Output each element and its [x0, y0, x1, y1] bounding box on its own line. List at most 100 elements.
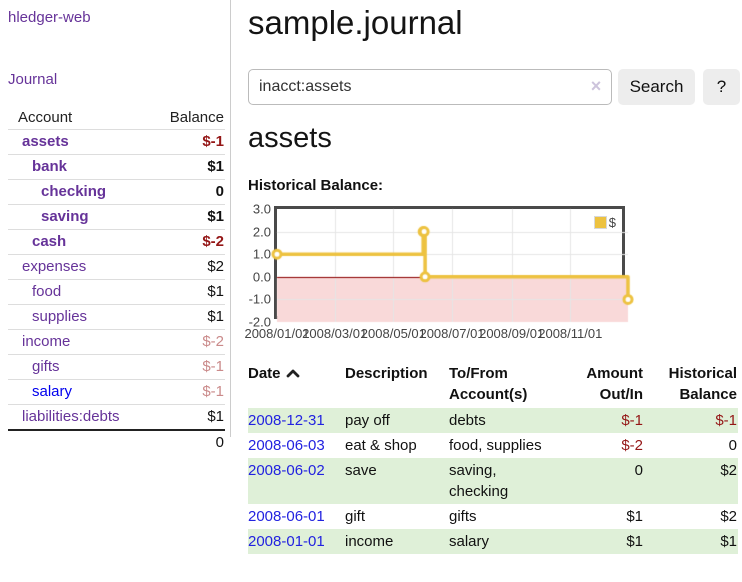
- balance-column-header: Historical Balance: [668, 365, 737, 403]
- transaction-accounts: saving, checking: [449, 462, 509, 500]
- account-link-cash[interactable]: cash: [32, 233, 67, 250]
- account-row: income $-2: [8, 329, 225, 355]
- register-row: 2008-06-03 eat & shop food, supplies $-2…: [248, 433, 738, 458]
- x-axis-tick-label: 2008/03/01: [302, 326, 368, 341]
- search-button[interactable]: Search: [618, 69, 695, 105]
- y-axis-tick-label: -1.0: [248, 291, 271, 307]
- main-content: sample.journal × Search ? assets Histori…: [244, 0, 742, 582]
- y-axis-tick-label: 1.0: [252, 246, 271, 262]
- account-row: food $1: [8, 279, 225, 305]
- account-balance: $1: [144, 279, 225, 305]
- account-row: assets $-1: [8, 129, 225, 155]
- accounts-balance-table: Account Balance assets $-1 bank $1 checkin…: [8, 107, 225, 455]
- transaction-description: save: [345, 462, 377, 479]
- help-button[interactable]: ?: [703, 69, 740, 105]
- x-axis-tick-label: 2008/11/01: [538, 326, 603, 341]
- account-link-saving[interactable]: saving: [41, 208, 89, 225]
- account-row: gifts $-1: [8, 354, 225, 380]
- account-link-expenses[interactable]: expenses: [22, 258, 87, 275]
- transaction-date-link[interactable]: 2008-12-31: [248, 412, 325, 429]
- account-link-income[interactable]: income: [22, 333, 71, 350]
- x-axis-tick-label: 2008/01/01: [244, 326, 310, 341]
- account-row: expenses $2: [8, 254, 225, 280]
- transaction-amount: $1: [626, 508, 643, 525]
- date-column-header[interactable]: Date: [248, 362, 345, 408]
- chart-legend: $: [592, 215, 617, 230]
- transaction-amount: $-2: [621, 437, 643, 454]
- y-axis-tick-label: 2.0: [252, 224, 271, 240]
- account-balance: 0: [144, 179, 225, 205]
- transaction-accounts: gifts: [449, 508, 477, 525]
- register-row: 2008-06-01 gift gifts $1 $2: [248, 504, 738, 529]
- transaction-date-link[interactable]: 2008-06-02: [248, 462, 325, 479]
- account-row: cash $-2: [8, 229, 225, 255]
- register-row: 2008-12-31 pay off debts $-1 $-1: [248, 408, 738, 433]
- account-row: salary $-1: [8, 379, 225, 405]
- transaction-date-link[interactable]: 2008-06-03: [248, 437, 325, 454]
- balance-column-header: Balance: [169, 109, 224, 126]
- transaction-balance: 0: [728, 437, 737, 454]
- account-link-bank[interactable]: bank: [32, 158, 68, 175]
- account-balance: $-1: [144, 379, 225, 405]
- accounts-column-header: To/From Account(s): [449, 365, 528, 403]
- transaction-balance: $2: [720, 508, 737, 525]
- transaction-accounts: debts: [449, 412, 486, 429]
- account-link-checking[interactable]: checking: [41, 183, 107, 200]
- account-balance: $-2: [144, 229, 225, 255]
- account-link-assets[interactable]: assets: [22, 133, 69, 150]
- account-balance: $1: [144, 304, 225, 330]
- account-link-supplies[interactable]: supplies: [32, 308, 88, 325]
- sort-ascending-icon: [286, 369, 299, 378]
- transaction-date-link[interactable]: 2008-06-01: [248, 508, 325, 525]
- clear-search-icon[interactable]: ×: [590, 76, 602, 96]
- search-input[interactable]: [248, 69, 612, 105]
- account-row: liabilities:debts $1: [8, 404, 225, 430]
- account-row: supplies $1: [8, 304, 225, 330]
- balance-chart-canvas: [271, 203, 634, 328]
- transaction-description: gift: [345, 508, 366, 525]
- description-column-header: Description: [345, 365, 428, 382]
- account-balance: $-2: [144, 329, 225, 355]
- x-axis-tick-label: 2008/09/01: [479, 326, 545, 341]
- transaction-description: pay off: [345, 412, 390, 429]
- accounts-total-balance: 0: [144, 429, 225, 455]
- x-axis-tick-label: 2008/05/01: [360, 326, 426, 341]
- account-balance: $1: [144, 154, 225, 180]
- account-row: saving $1: [8, 204, 225, 230]
- account-link-food[interactable]: food: [32, 283, 62, 300]
- account-row: checking 0: [8, 179, 225, 205]
- transaction-balance: $2: [720, 462, 737, 479]
- page-title: sample.journal: [248, 4, 463, 41]
- account-column-header: Account: [18, 109, 73, 126]
- account-link-liabilities-debts[interactable]: liabilities:debts: [22, 408, 120, 425]
- register-table: Date Description To/From Account(s) Amou…: [248, 362, 738, 554]
- sidebar: hledger-web Journal Account Balance asse…: [0, 0, 231, 455]
- chart-title: Historical Balance:: [248, 177, 384, 194]
- register-row: 2008-06-02 save saving, checking 0 $2: [248, 458, 738, 504]
- account-link-salary[interactable]: salary: [32, 383, 73, 400]
- y-axis-tick-label: 0.0: [252, 269, 271, 285]
- x-axis-tick-label: 2008/07/01: [419, 326, 485, 341]
- transaction-accounts: salary: [449, 533, 490, 550]
- transaction-description: income: [345, 533, 394, 550]
- transaction-amount: 0: [634, 462, 643, 479]
- account-link-gifts[interactable]: gifts: [32, 358, 60, 375]
- register-row: 2008-01-01 income salary $1 $1: [248, 529, 738, 554]
- account-row: bank $1: [8, 154, 225, 180]
- legend-label: $: [608, 215, 616, 230]
- balance-chart-plot: $: [271, 203, 634, 328]
- account-balance: $1: [144, 204, 225, 230]
- transaction-date-link[interactable]: 2008-01-01: [248, 533, 325, 550]
- transaction-balance: $1: [720, 533, 737, 550]
- account-balance: $-1: [144, 129, 225, 155]
- app-title-link[interactable]: hledger-web: [8, 9, 91, 26]
- account-balance: $2: [144, 254, 225, 280]
- y-axis-tick-label: -2.0: [248, 314, 271, 330]
- y-axis-tick-label: 3.0: [252, 201, 271, 217]
- transaction-amount: $-1: [621, 412, 643, 429]
- account-balance: $1: [144, 404, 225, 430]
- account-page-title: assets: [248, 122, 332, 154]
- transaction-description: eat & shop: [345, 437, 417, 454]
- sidebar-item-journal[interactable]: Journal: [8, 71, 58, 88]
- transaction-balance: $-1: [715, 412, 737, 429]
